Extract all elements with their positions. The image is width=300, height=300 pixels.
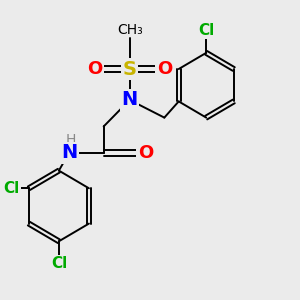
Text: O: O <box>138 144 153 162</box>
Text: O: O <box>87 60 103 78</box>
Text: Cl: Cl <box>51 256 67 271</box>
Text: H: H <box>65 133 76 147</box>
Text: Cl: Cl <box>198 23 214 38</box>
Text: O: O <box>157 60 172 78</box>
Text: CH₃: CH₃ <box>117 22 142 37</box>
Text: N: N <box>122 90 138 110</box>
Text: S: S <box>123 59 137 79</box>
Text: N: N <box>61 143 77 162</box>
Text: Cl: Cl <box>3 181 20 196</box>
